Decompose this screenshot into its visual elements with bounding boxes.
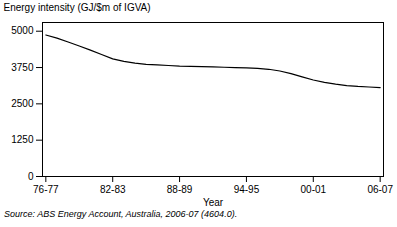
svg-text:2500: 2500: [11, 98, 34, 109]
svg-text:3750: 3750: [11, 62, 34, 73]
svg-text:0: 0: [28, 171, 34, 182]
svg-text:00-01: 00-01: [301, 184, 327, 195]
svg-text:06-07: 06-07: [367, 184, 393, 195]
svg-text:1250: 1250: [11, 134, 34, 145]
svg-text:94-95: 94-95: [234, 184, 260, 195]
svg-text:88-89: 88-89: [167, 184, 193, 195]
svg-text:82-83: 82-83: [100, 184, 126, 195]
svg-text:5000: 5000: [11, 25, 34, 36]
html-text:Source: ABS Energy Account, Au: Source: ABS Energy Account, Australia, 2…: [4, 209, 238, 219]
svg-text:Energy intensity (GJ/$m of IGV: Energy intensity (GJ/$m of IGVA): [4, 2, 151, 13]
svg-text:76-77: 76-77: [33, 184, 59, 195]
svg-text:Year: Year: [203, 197, 224, 208]
